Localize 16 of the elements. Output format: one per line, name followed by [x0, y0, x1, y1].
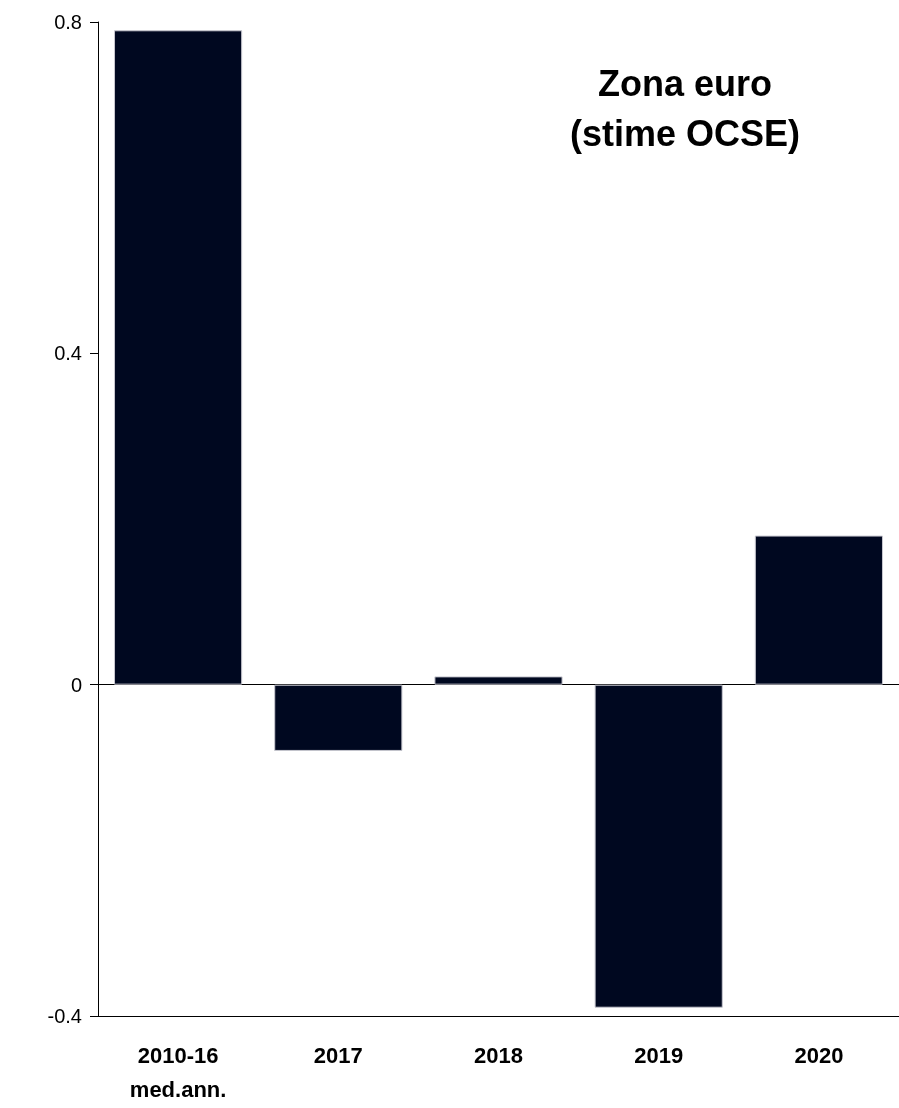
- x-tick-label: 2019: [634, 1042, 684, 1068]
- y-tick-label: 0.8: [54, 11, 82, 33]
- bar: [274, 684, 403, 751]
- bar: [594, 684, 723, 1008]
- x-tick-label: 2017: [313, 1042, 363, 1068]
- y-tick-label: -0.4: [47, 1005, 82, 1027]
- x-tick-label: 2020: [794, 1042, 844, 1068]
- bar: [754, 535, 883, 685]
- x-tick-label: 2010-16 med.ann.: [129, 1042, 227, 1102]
- text: (stime OCSE): [569, 112, 801, 154]
- x-tick-label: 2018: [474, 1042, 523, 1068]
- bar: [434, 676, 563, 685]
- y-tick-label: 0: [70, 673, 82, 696]
- text: Zona euro: [597, 62, 773, 104]
- bar: [114, 30, 243, 685]
- y-tick-label: 0.4: [54, 342, 82, 365]
